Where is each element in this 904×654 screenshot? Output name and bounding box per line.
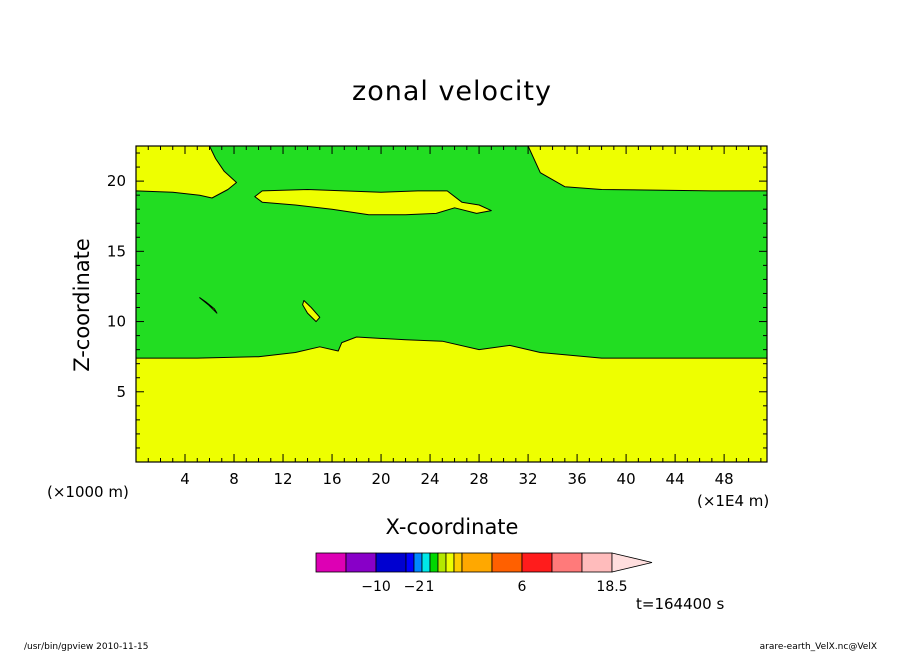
contour-island-1 — [199, 297, 218, 314]
x-tick-label: 16 — [322, 470, 341, 488]
colorbar-swatch — [413, 552, 423, 573]
contour-island-2 — [302, 300, 321, 323]
x-tick-label: 24 — [421, 470, 440, 488]
colorbar-tick-label: −10 — [361, 579, 391, 595]
colorbar-tick-label: −2 — [404, 579, 425, 595]
colorbar-extend-arrow — [611, 552, 653, 573]
colorbar-swatch — [491, 552, 523, 573]
colorbar-tick-label: 1 — [426, 579, 435, 595]
chart-title: zonal velocity — [352, 76, 552, 107]
x-tick-label: 8 — [229, 470, 239, 488]
colorbar-swatch — [345, 552, 377, 573]
x-tick-label: 32 — [519, 470, 538, 488]
colorbar-swatch — [375, 552, 407, 573]
colorbar-swatch — [551, 552, 583, 573]
x-tick-label: 36 — [568, 470, 587, 488]
x-tick-label: 44 — [666, 470, 685, 488]
contour-island-0 — [254, 189, 492, 216]
colorbar-swatch — [461, 552, 493, 573]
colorbar-swatch — [429, 552, 439, 573]
x-tick-label: 20 — [372, 470, 391, 488]
colorbar-swatch — [521, 552, 553, 573]
x-axis-unit-label-right: (×1E4 m) — [697, 492, 770, 510]
y-tick-label: 20 — [107, 172, 126, 190]
x-tick-label: 40 — [617, 470, 636, 488]
x-tick-label: 48 — [715, 470, 734, 488]
y-tick-label: 15 — [107, 242, 126, 260]
colorbar-swatch — [445, 552, 455, 573]
colorbar-swatch — [421, 552, 431, 573]
footer-program-date: /usr/bin/gpview 2010-11-15 — [24, 642, 149, 652]
colorbar-swatch — [581, 552, 613, 573]
colorbar-swatch — [315, 552, 347, 573]
footer-variable-source: arare-earth_VelX.nc@VelX — [759, 642, 877, 652]
colorbar-swatch — [405, 552, 415, 573]
x-axis-label: X-coordinate — [385, 515, 519, 539]
x-tick-label: 28 — [470, 470, 489, 488]
x-axis-unit-label: (×1000 m) — [47, 483, 129, 501]
time-label: t=164400 s — [636, 595, 725, 613]
y-tick-label: 5 — [116, 383, 126, 401]
colorbar-swatch — [437, 552, 447, 573]
colorbar-swatch — [453, 552, 463, 573]
colorbar-tick-label: 6 — [518, 579, 527, 595]
plot-frame — [135, 145, 768, 463]
x-tick-label: 12 — [273, 470, 292, 488]
x-tick-label: 4 — [180, 470, 190, 488]
y-tick-label: 10 — [107, 313, 126, 331]
colorbar-tick-label: 18.5 — [596, 579, 627, 595]
